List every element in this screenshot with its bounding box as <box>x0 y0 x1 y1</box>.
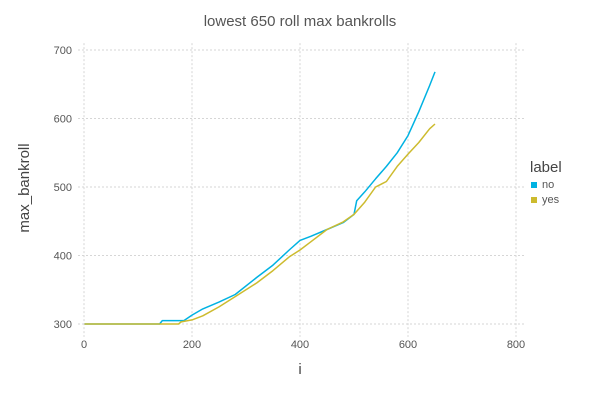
series-layer <box>84 71 436 325</box>
x-axis-label: i <box>298 361 301 378</box>
series-line-yes <box>84 123 436 325</box>
y-tick-label: 300 <box>54 319 72 331</box>
y-axis-label: max_bankroll <box>16 143 33 232</box>
legend-label-no: no <box>542 179 554 191</box>
x-tick-label: 600 <box>399 339 417 351</box>
x-axis-ticks: 0 200 400 600 800 <box>81 339 525 351</box>
legend-title: label <box>530 159 562 176</box>
grid <box>78 43 526 337</box>
series-line-no <box>84 71 436 325</box>
legend-items: no yes <box>531 179 560 206</box>
y-axis-ticks: 300 400 500 600 700 <box>54 45 72 331</box>
legend: label no yes <box>530 159 562 206</box>
x-tick-label: 200 <box>183 339 201 351</box>
legend-label-yes: yes <box>542 194 560 206</box>
y-tick-label: 600 <box>54 114 72 126</box>
chart-title: lowest 650 roll max bankrolls <box>204 13 397 30</box>
x-tick-label: 800 <box>507 339 525 351</box>
legend-swatch-yes <box>531 197 537 203</box>
x-tick-label: 400 <box>291 339 309 351</box>
y-tick-label: 500 <box>54 182 72 194</box>
y-tick-label: 700 <box>54 45 72 57</box>
x-tick-label: 0 <box>81 339 87 351</box>
y-tick-label: 400 <box>54 251 72 263</box>
legend-swatch-no <box>531 182 537 188</box>
